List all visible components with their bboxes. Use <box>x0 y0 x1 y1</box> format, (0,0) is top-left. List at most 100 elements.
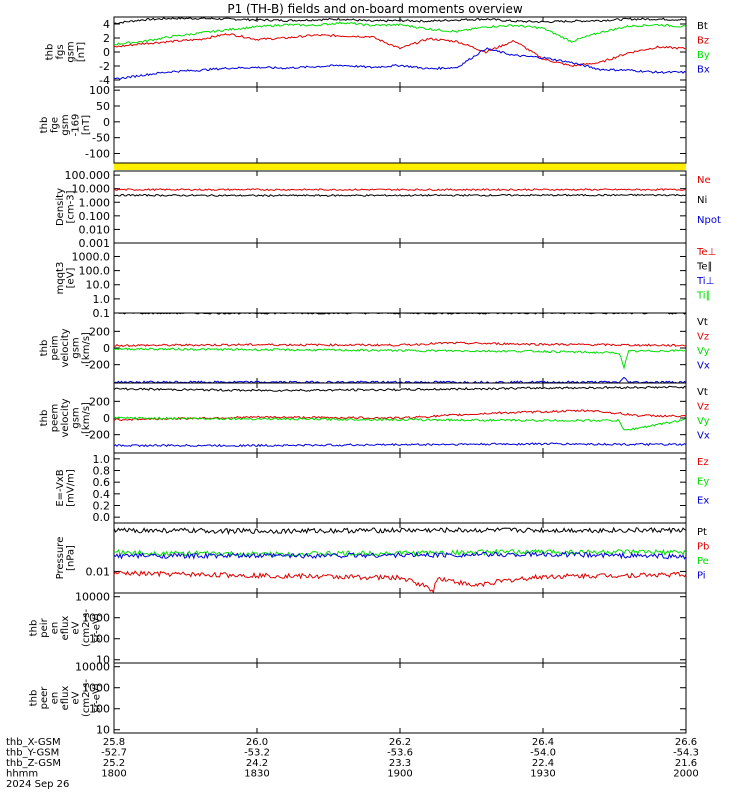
y-axis-label: Pressure <box>55 537 66 580</box>
y-axis-label: sr-eV) <box>92 613 103 642</box>
x-tick-label: 25.8 <box>103 737 125 748</box>
series-line-Bx <box>113 47 687 81</box>
y-tick-label: -50 <box>92 132 110 145</box>
y-axis-label: thb <box>39 117 50 134</box>
x-axis-row-label: thb_Z-GSM <box>6 758 61 769</box>
legend-entry: Vy <box>697 346 710 357</box>
y-tick-label: -4 <box>99 74 110 87</box>
legend-entry: Bz <box>697 36 709 47</box>
y-tick-label: 200 <box>89 325 110 338</box>
series-line-Bt <box>113 16 687 25</box>
y-tick-label: 10000 <box>75 591 110 604</box>
series-line-Vz <box>113 341 687 347</box>
panel-peer: 10000 1000 100 10 thb peer en eflux eV (cm2-s-sr-… <box>29 661 687 737</box>
y-axis-label: [eV] <box>65 268 76 289</box>
y-tick-label: 100.000 <box>65 169 111 182</box>
y-axis-label: thb <box>44 44 55 61</box>
y-tick-label: 4 <box>103 18 110 31</box>
x-tick-label: -54.3 <box>673 748 699 759</box>
legend-entry: Ey <box>697 476 709 487</box>
legend-entry: Pb <box>697 542 709 553</box>
x-tick-label: 24.2 <box>246 758 268 769</box>
y-tick-label: 1000 <box>82 682 110 695</box>
y-axis-label: [cm-3] <box>65 190 76 223</box>
y-tick-label: 0 <box>103 116 110 129</box>
panel-frame <box>113 522 687 594</box>
legend-entry: Npot <box>697 215 721 226</box>
y-axis-label: [km/s] <box>81 402 92 434</box>
panel-efield: 1.00.80.60.40.20.0 E=-VxB [mV/m] Ez Ey Ex <box>55 452 709 524</box>
legend-entry: Pi <box>697 571 706 582</box>
y-tick-label: -100 <box>85 148 110 161</box>
y-tick-label: 10 <box>96 724 110 737</box>
panel-peim: 200 0 -200 thb peim velocity gsm [km/s] Vt Vz Vy Vx <box>39 312 710 384</box>
x-tick-label: 26.0 <box>246 737 268 748</box>
y-axis-label: sr-eV) <box>92 683 103 712</box>
y-axis-label: peer <box>39 686 50 710</box>
series-line-Vx <box>113 442 687 448</box>
panel-peir: 10000 1000 100 10 thb peir en eflux eV (cm2-s-sr-… <box>29 591 687 667</box>
y-tick-label: 1000 <box>82 612 110 625</box>
y-tick-label: 0.010 <box>79 223 111 236</box>
y-tick-label: 1.000 <box>79 196 111 209</box>
x-tick-label: -53.6 <box>387 748 413 759</box>
y-tick-label: 10000 <box>75 661 110 674</box>
legend-entry: Vy <box>697 416 710 427</box>
legend-entry: Vz <box>697 402 709 413</box>
legend-entry: Ni <box>697 195 707 206</box>
y-tick-label: 200 <box>89 395 110 408</box>
legend-entry: Ex <box>697 496 709 507</box>
y-axis-label: gsm <box>71 337 82 358</box>
series-line-Vx <box>113 376 687 384</box>
y-tick-label: 0.4 <box>93 488 111 501</box>
series-line-Vy <box>113 416 687 431</box>
x-tick-label: 2000 <box>673 769 698 780</box>
series-line-Vt <box>114 312 687 315</box>
x-tick-label: 25.2 <box>103 758 125 769</box>
x-tick-label: 1800 <box>101 769 126 780</box>
y-axis-label: eV <box>71 621 82 634</box>
panel-frame <box>113 592 687 664</box>
x-tick-label: 26.2 <box>389 737 411 748</box>
legend-entry: Pe <box>697 556 709 567</box>
legend-entry: Bt <box>697 21 708 32</box>
y-axis-label: thb <box>29 620 40 637</box>
y-tick-label: 1000.0 <box>72 250 111 263</box>
legend-entry: Ez <box>697 457 709 468</box>
y-axis-label: peim <box>50 335 61 360</box>
y-tick-label: 0.0 <box>93 511 111 524</box>
y-axis-label: eV <box>71 691 82 704</box>
panel-frame <box>113 16 687 88</box>
legend-entry: By <box>697 50 710 61</box>
x-axis-annotation: thb_X-GSM 25.8 26.0 26.2 26.4 26.6 thb_Y-GSM -5… <box>6 737 699 790</box>
x-tick-label: 26.6 <box>675 737 697 748</box>
y-axis-label: fge <box>50 117 61 133</box>
series-line-By <box>113 21 687 46</box>
series-line-Vy <box>113 347 687 370</box>
panel-peem: 200 0 -200 thb peem velocity gsm [km/s] Vt Vz Vy Vx <box>39 382 710 454</box>
x-tick-label: 21.6 <box>675 758 697 769</box>
legend-entry: Te⊥ <box>696 247 716 258</box>
panel-frame <box>113 312 687 384</box>
series-line-Vz <box>113 409 687 422</box>
legend-entry: Vt <box>697 387 708 398</box>
x-axis-row-label: thb_X-GSM <box>6 737 61 748</box>
y-axis-label: velocity <box>60 328 71 367</box>
y-axis-label: (cm2-s- <box>81 609 92 647</box>
y-axis-label: [nT] <box>76 42 87 62</box>
y-axis-label: velocity <box>60 398 71 437</box>
panel-frame <box>113 452 687 524</box>
y-tick-label: 100 <box>89 633 110 646</box>
x-axis-row-label: thb_Y-GSM <box>6 748 59 759</box>
y-tick-label: 100 <box>89 84 110 97</box>
y-axis-label: gsm <box>60 114 71 135</box>
x-tick-label: -54.0 <box>530 748 556 759</box>
y-axis-label: E=-VxB <box>55 469 66 506</box>
y-axis-label: (cm2-s- <box>81 679 92 717</box>
y-tick-label: -200 <box>85 359 110 372</box>
y-axis-label: thb <box>39 410 50 427</box>
x-axis-date: 2024 Sep 26 <box>6 779 69 790</box>
legend-entry: Vx <box>697 361 710 372</box>
legend-entry: Te∥ <box>696 262 713 273</box>
y-axis-label: eflux <box>60 616 71 641</box>
